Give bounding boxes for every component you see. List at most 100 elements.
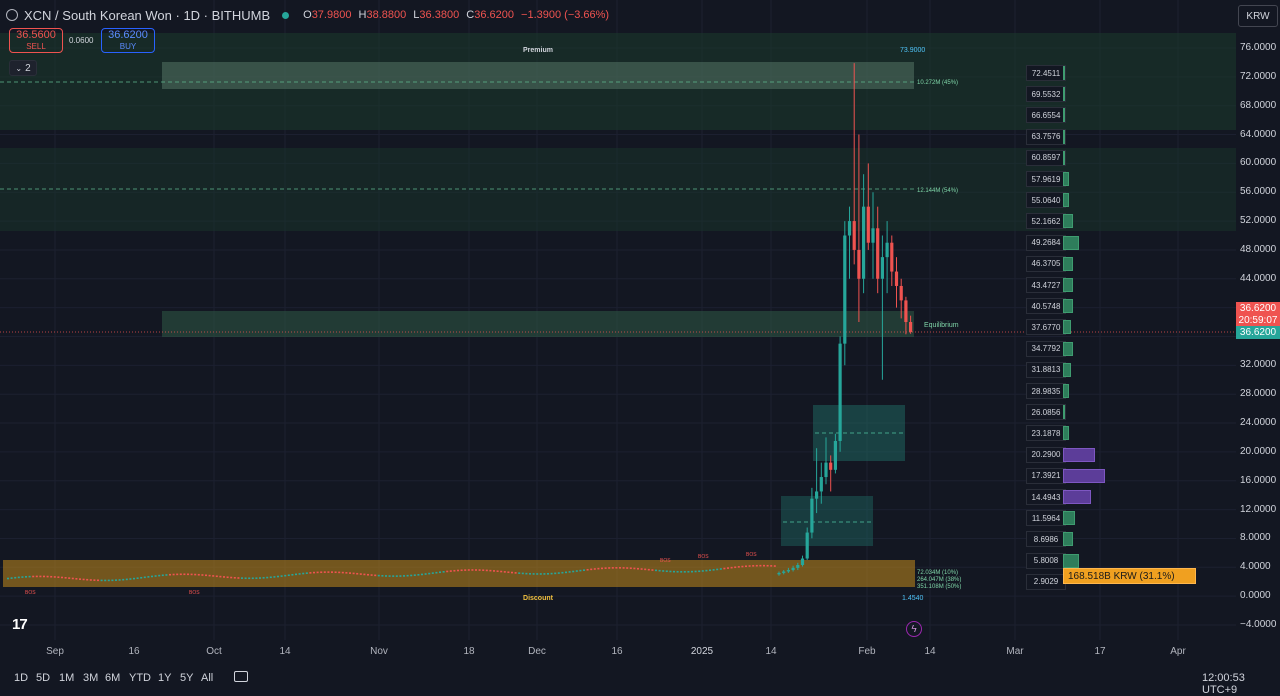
range-button-6m[interactable]: 6M xyxy=(105,672,121,684)
volume-profile-row: 28.9835 xyxy=(1026,383,1066,399)
candle-body xyxy=(626,567,629,569)
volume-profile-bar xyxy=(1063,278,1073,292)
price-axis-label: 16.0000 xyxy=(1240,474,1277,486)
candle-body xyxy=(359,573,362,575)
candle-body xyxy=(857,249,861,279)
candle-body xyxy=(385,575,387,577)
candle-body xyxy=(800,558,805,565)
candle-body xyxy=(381,575,384,577)
candle-body xyxy=(161,574,164,577)
volume-profile-bar xyxy=(1063,511,1075,526)
range-button-1m[interactable]: 1M xyxy=(59,672,75,684)
candle-body xyxy=(61,576,63,579)
candle-body xyxy=(25,576,27,578)
volume-profile-bar xyxy=(1063,490,1091,504)
candle-body xyxy=(133,577,135,580)
volume-profile-bar xyxy=(1063,532,1073,547)
volume-profile-row: 49.2684 xyxy=(1026,234,1066,251)
candle-body xyxy=(143,576,146,579)
candle-body xyxy=(226,576,229,579)
candle-body xyxy=(796,564,800,568)
candle-body xyxy=(833,440,837,470)
candle-body xyxy=(759,564,762,567)
candle-body xyxy=(176,573,179,576)
candle-body xyxy=(158,574,161,577)
candle-body xyxy=(637,567,639,570)
candle-body xyxy=(890,242,894,272)
discount-label: Discount xyxy=(523,595,554,602)
price-axis-label: 64.0000 xyxy=(1240,128,1277,140)
clock[interactable]: 12:00:53 UTC+9 xyxy=(1202,672,1245,696)
candle-body xyxy=(46,575,49,578)
candle-body xyxy=(68,577,71,579)
candle-body xyxy=(17,576,20,579)
time-axis-label: Oct xyxy=(206,646,222,657)
candle-body xyxy=(748,565,751,567)
price-axis-label: 72.0000 xyxy=(1240,70,1277,82)
candle-body xyxy=(172,573,175,576)
candle-body xyxy=(392,575,395,577)
volume-label-2: 12.144M (54%) xyxy=(917,188,958,194)
candle-body xyxy=(669,570,672,573)
candle-body xyxy=(687,570,690,573)
candle-body xyxy=(421,573,423,576)
buy-button[interactable]: 36.6200 BUY xyxy=(101,28,155,53)
sell-button[interactable]: 36.5600 SELL xyxy=(9,28,63,53)
volume-profile-row: 60.8597 xyxy=(1026,149,1066,166)
price-axis-label: 4.0000 xyxy=(1240,561,1271,573)
range-button-ytd[interactable]: YTD xyxy=(129,672,151,684)
symbol-title[interactable]: XCN / South Korean Won · 1D · BITHUMB xyxy=(24,7,271,23)
lightning-icon[interactable]: ϟ xyxy=(906,621,922,637)
buy-price: 36.6200 xyxy=(108,28,148,41)
candle-body xyxy=(7,577,9,580)
layout-icon[interactable] xyxy=(234,671,248,682)
candle-body xyxy=(673,570,675,573)
range-button-1y[interactable]: 1Y xyxy=(158,672,172,684)
candle-body xyxy=(154,575,157,577)
candle-body xyxy=(93,579,96,581)
candle-body xyxy=(876,228,880,279)
range-button-5d[interactable]: 5D xyxy=(36,672,51,684)
candle-body xyxy=(295,573,297,576)
range-button-3m[interactable]: 3M xyxy=(83,672,99,684)
volume-label-4: 264.047M (38%) xyxy=(917,577,961,583)
close-label: C xyxy=(466,9,475,21)
candle-body xyxy=(705,569,708,572)
volume-profile-bar xyxy=(1063,405,1065,420)
candle-body xyxy=(352,572,355,575)
volume-profile-bar xyxy=(1063,172,1069,186)
candle-body xyxy=(115,579,117,581)
range-button-all[interactable]: All xyxy=(201,672,214,684)
candle-body xyxy=(129,578,132,580)
candle-body xyxy=(885,242,889,258)
currency-selector[interactable]: KRW xyxy=(1238,5,1278,27)
candle-body xyxy=(75,578,78,580)
candle-body xyxy=(118,579,121,581)
candle-body xyxy=(399,575,402,577)
range-button-1d[interactable]: 1D xyxy=(14,672,29,684)
tradingview-logo[interactable]: 17 xyxy=(12,616,28,633)
candle-body xyxy=(241,577,243,579)
candle-body xyxy=(215,575,218,578)
candle-body xyxy=(370,574,373,576)
low-price-label: 1.4540 xyxy=(902,595,924,602)
spread-value: 0.0600 xyxy=(69,36,94,45)
candle-body xyxy=(442,571,445,573)
price-axis-label: −4.0000 xyxy=(1240,619,1277,630)
volume-profile-bar xyxy=(1063,150,1065,165)
indicators-toggle[interactable]: ⌄ 2 xyxy=(9,60,37,76)
candle-body xyxy=(640,568,643,570)
low-value: 36.3800 xyxy=(419,9,460,21)
time-axis-label: 2025 xyxy=(690,646,714,657)
bos-label: BOS xyxy=(189,590,200,596)
candle-body xyxy=(244,577,247,580)
candle-body xyxy=(824,462,828,478)
price-axis-label: 52.0000 xyxy=(1240,215,1277,227)
candle-body xyxy=(770,565,773,567)
candle-body xyxy=(125,578,128,581)
candle-body xyxy=(665,570,668,573)
range-button-5y[interactable]: 5Y xyxy=(180,672,194,684)
volume-label-3: 72.034M (10%) xyxy=(917,570,958,576)
volume-label-1: 10.272M (45%) xyxy=(917,80,958,86)
candle-body xyxy=(363,573,366,576)
